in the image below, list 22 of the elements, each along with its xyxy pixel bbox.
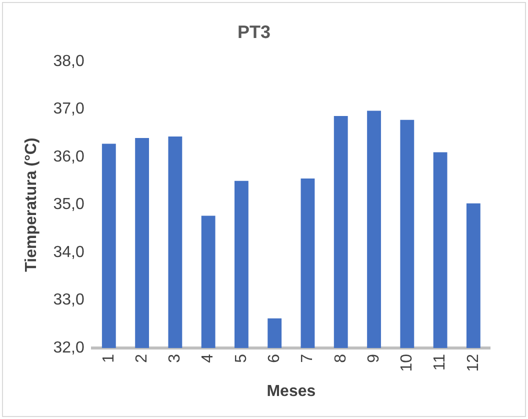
y-tick-label: 32,0: [53, 339, 84, 356]
chart-title: PT3: [237, 22, 271, 42]
x-tick-label: 1: [100, 354, 118, 363]
y-tick-label: 37,0: [53, 100, 84, 118]
y-axis-title: Tiemperatura (°C): [23, 138, 40, 272]
x-tick-label: 4: [200, 354, 217, 363]
x-tick-label: 2: [133, 354, 150, 363]
y-tick-label: 36,0: [53, 148, 84, 166]
y-tick-label: 35,0: [53, 196, 84, 214]
x-axis-title: Meses: [266, 382, 316, 400]
x-tick-label: 7: [299, 354, 316, 363]
y-tick-label: 38,0: [53, 53, 84, 70]
x-tick-label: 3: [166, 354, 184, 363]
x-tick-label: 8: [332, 354, 350, 363]
x-tick-label: 10: [398, 354, 416, 372]
x-tick-label: 6: [266, 354, 284, 363]
x-tick-label: 5: [232, 354, 250, 363]
x-tick-label: 12: [464, 354, 482, 372]
y-tick-label: 34,0: [53, 244, 84, 261]
x-tick-label: 9: [365, 354, 382, 363]
x-tick-label: 11: [432, 354, 449, 371]
y-tick-label: 33,0: [53, 292, 84, 309]
